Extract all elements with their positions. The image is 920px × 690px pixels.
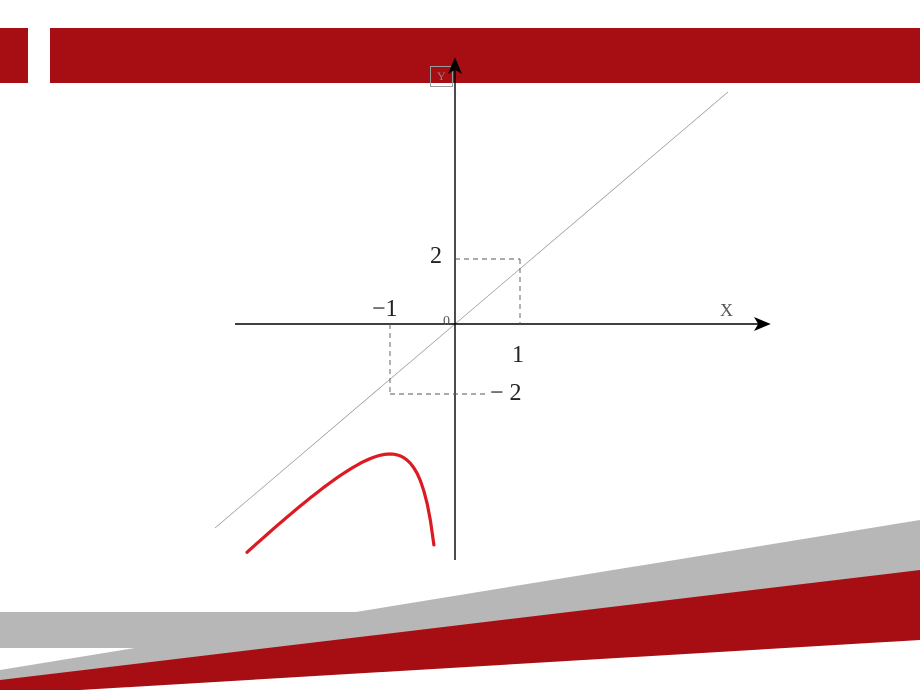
slide-stage: Y 2 − 2 1 −1 0 X (0, 0, 920, 690)
tick-label-neg2: − 2 (490, 380, 522, 407)
tick-label-2: 2 (430, 243, 442, 270)
x-axis-label: X (720, 300, 733, 321)
tick-label-1: 1 (512, 342, 524, 369)
tick-label-neg1: −1 (372, 296, 398, 323)
function-plot (0, 0, 920, 690)
origin-label: 0 (443, 314, 450, 330)
